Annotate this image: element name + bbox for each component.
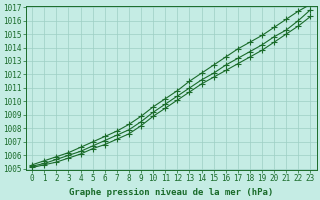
X-axis label: Graphe pression niveau de la mer (hPa): Graphe pression niveau de la mer (hPa): [69, 188, 274, 197]
